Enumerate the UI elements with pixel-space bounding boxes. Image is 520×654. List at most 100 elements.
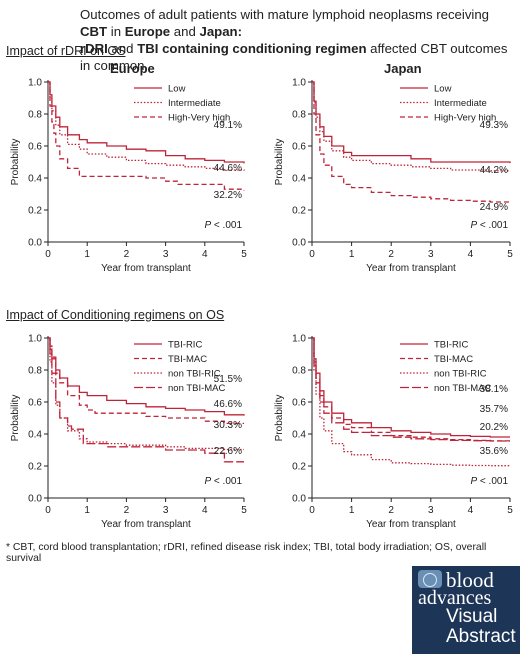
p-symbol: P [470,476,477,487]
p-symbol: P [204,220,211,231]
y-tick-label: 0.0 [28,494,42,505]
x-tick-label: 4 [468,505,474,516]
y-tick-label: 1.0 [292,334,306,345]
header-tbi: TBI containing conditioning regimen [137,41,367,56]
y-tick-label: 0.8 [292,110,306,121]
logo-line2: advances [418,587,492,609]
header-cbt: CBT [80,24,108,39]
p-value-text: < .001 [477,476,508,487]
y-tick-label: 0.6 [28,398,42,409]
y-tick-label: 0.6 [292,398,306,409]
km-curve-tbi-ric [312,337,510,438]
x-axis-title: Year from transplant [366,263,456,274]
end-value-label: 51.5% [214,374,242,385]
logo-line4: Abstract [446,626,516,647]
km-curve-non-tbi-mac [312,337,510,442]
x-tick-label: 0 [45,249,51,260]
end-value-label: 20.2% [480,422,508,433]
y-tick-label: 1.0 [292,78,306,89]
km-chart-rdri-japan: 0.0 0.2 0.4 0.6 0.8 1.0 0 1 2 3 4 5 Year from transp… [274,78,513,275]
x-tick-label: 2 [124,505,130,516]
x-tick-label: 4 [202,249,208,260]
km-curve-non-tbi-mac [48,337,244,463]
p-value-annotation: P < .001 [204,476,242,487]
section-title-conditioning: Impact of Conditioning regimens on OS [6,308,225,322]
end-value-label: 46.6% [214,399,242,410]
legend-label: non TBI-RIC [168,369,221,380]
y-axis-title: Probability [274,139,285,186]
header-line1-mid1: in [107,24,125,39]
legend-label: Intermediate [168,98,221,109]
legend-label: Low [168,84,186,95]
header-text: Outcomes of adult patients with mature l… [80,6,514,74]
y-tick-label: 1.0 [28,334,42,345]
p-symbol: P [470,220,477,231]
end-value-label: 49.3% [480,120,508,131]
y-tick-label: 0.4 [28,430,42,441]
y-tick-label: 0.2 [28,462,42,473]
x-axis-title: Year from transplant [101,519,191,530]
end-value-label: 49.1% [214,120,242,131]
legend-label: non TBI-MAC [434,383,492,394]
x-tick-label: 5 [241,249,247,260]
header-line2-mid1: and [107,41,138,56]
x-axis-title: Year from transplant [101,263,191,274]
km-chart-rdri-europe: 0.0 0.2 0.4 0.6 0.8 1.0 0 1 2 3 4 5 Year from transp… [10,78,247,275]
x-tick-label: 1 [349,249,355,260]
x-tick-label: 1 [349,505,355,516]
section-title-rdri: Impact of rDRI on OS [6,44,126,58]
header-rdri: rDRI [80,41,108,56]
end-value-label: 35.6% [480,446,508,457]
legend-label: TBI-RIC [434,340,468,351]
p-value-text: < .001 [477,220,508,231]
km-chart-conditioning-japan: 0.0 0.2 0.4 0.6 0.8 1.0 0 1 2 3 4 5 Year from transp… [274,334,513,531]
end-value-label: 32.2% [214,190,242,201]
legend-label: High-Very high [434,113,496,124]
x-tick-label: 3 [163,249,169,260]
y-tick-label: 0.0 [292,238,306,249]
x-tick-label: 5 [507,505,513,516]
x-tick-label: 2 [124,249,130,260]
x-tick-label: 3 [428,249,434,260]
end-value-label: 38.1% [480,384,508,395]
logo-seal-icon [418,570,442,588]
end-value-label: 30.3% [214,420,242,431]
km-chart-conditioning-europe: 0.0 0.2 0.4 0.6 0.8 1.0 0 1 2 3 4 5 Year from transp… [10,334,247,531]
end-value-label: 24.9% [480,202,508,213]
y-tick-label: 0.8 [28,110,42,121]
km-curve-tbi-mac [48,337,244,425]
p-value-text: < .001 [211,220,242,231]
header-line1-pre: Outcomes of adult patients with mature l… [80,7,490,22]
p-value-annotation: P < .001 [204,220,242,231]
header-japan: Japan: [199,24,242,39]
y-tick-label: 0.8 [292,366,306,377]
legend-label: non TBI-MAC [168,383,226,394]
y-axis-title: Probability [10,139,21,186]
header-line2-post: affected CBT outcomes in common. [80,41,508,73]
y-tick-label: 1.0 [28,78,42,89]
y-tick-label: 0.0 [28,238,42,249]
legend-label: Low [434,84,452,95]
header-europe: Europe [124,24,171,39]
km-curve-high-very-high [48,81,245,191]
x-tick-label: 1 [84,505,90,516]
x-tick-label: 3 [163,505,169,516]
legend-label: TBI-MAC [434,354,473,365]
x-tick-label: 1 [84,249,90,260]
legend-label: TBI-MAC [168,354,207,365]
p-value-text: < .001 [211,476,242,487]
y-tick-label: 0.2 [28,206,42,217]
y-tick-label: 0.4 [292,430,306,441]
logo-line1: blood [446,568,494,592]
end-value-label: 44.6% [214,163,242,174]
x-tick-label: 5 [241,505,247,516]
x-tick-label: 0 [309,505,315,516]
y-tick-label: 0.8 [28,366,42,377]
y-tick-label: 0.6 [28,142,42,153]
panel-title-europe: Europe [110,61,155,76]
y-tick-label: 0.4 [292,174,306,185]
x-tick-label: 2 [388,249,394,260]
legend-label: non TBI-RIC [434,369,487,380]
end-value-label: 44.2% [480,165,508,176]
x-tick-label: 0 [309,249,315,260]
